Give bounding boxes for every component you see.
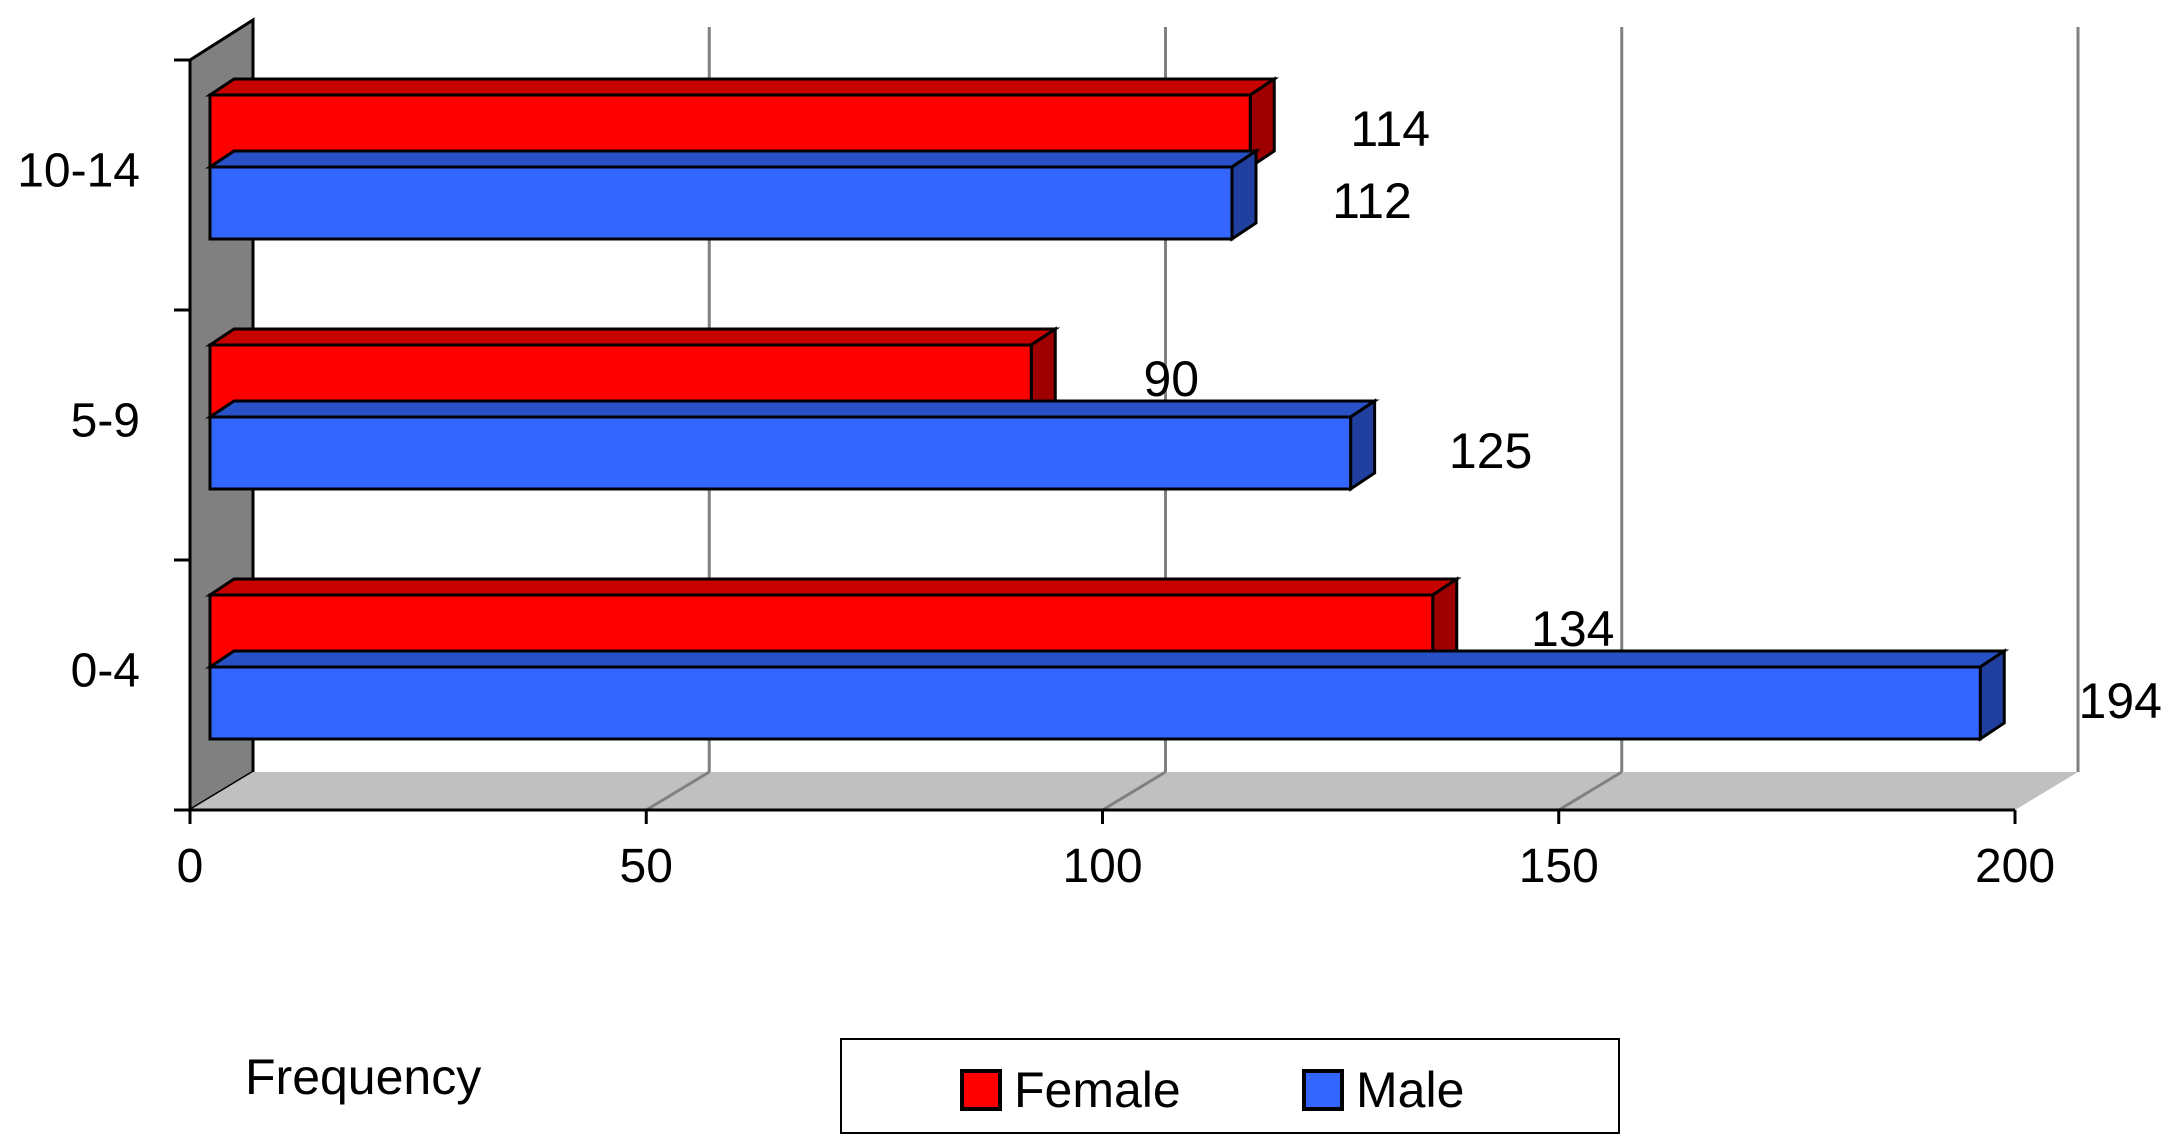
bar-male-5-9	[208, 415, 1353, 491]
bar-side-male-5-9	[1349, 398, 1377, 492]
data-label-male-0-4: 194	[2079, 673, 2162, 729]
y-tick-label-5-9: 5-9	[71, 395, 140, 448]
data-label-female-10-14: 114	[1350, 101, 1430, 157]
bar-top-male-10-14	[205, 149, 1261, 169]
data-label-male-10-14: 112	[1332, 173, 1412, 229]
x-tick-label-50: 50	[620, 840, 673, 893]
x-axis-label: Frequency	[245, 1049, 482, 1105]
x-tick-label-0: 0	[177, 840, 204, 893]
data-label-female-0-4: 134	[1531, 601, 1614, 657]
legend-label-male: Male	[1356, 1062, 1465, 1118]
floor-gridline-50	[645, 770, 711, 812]
x-tick-label-200: 200	[1975, 840, 2055, 893]
data-label-female-5-9: 90	[1143, 351, 1199, 407]
bar-top-female-10-14	[205, 77, 1280, 97]
legend-swatch-male	[1302, 1069, 1344, 1111]
bar-side-male-10-14	[1230, 148, 1258, 242]
bar-top-female-0-4	[205, 577, 1462, 597]
data-label-male-5-9: 125	[1449, 423, 1532, 479]
y-tick-label-10-14: 10-14	[17, 145, 140, 198]
x-tick-label-150: 150	[1519, 840, 1599, 893]
bar-top-female-5-9	[205, 327, 1061, 347]
y-tick-label-0-4: 0-4	[71, 645, 140, 698]
legend-swatch-female	[960, 1069, 1002, 1111]
x-tick-label-100: 100	[1062, 840, 1142, 893]
legend-item-female: Female	[960, 1062, 1181, 1118]
legend-item-male: Male	[1302, 1062, 1465, 1118]
floor-gridline-100	[1101, 770, 1167, 812]
bar-male-0-4	[208, 665, 1982, 741]
floor-gridline-150	[1557, 770, 1623, 812]
legend-label-female: Female	[1014, 1062, 1181, 1118]
bar-side-male-0-4	[1978, 648, 2006, 742]
chart-legend: Female Male	[840, 1038, 1620, 1134]
bar-top-male-5-9	[205, 399, 1380, 419]
bar-top-male-0-4	[205, 649, 2010, 669]
bar-male-10-14	[208, 165, 1234, 241]
